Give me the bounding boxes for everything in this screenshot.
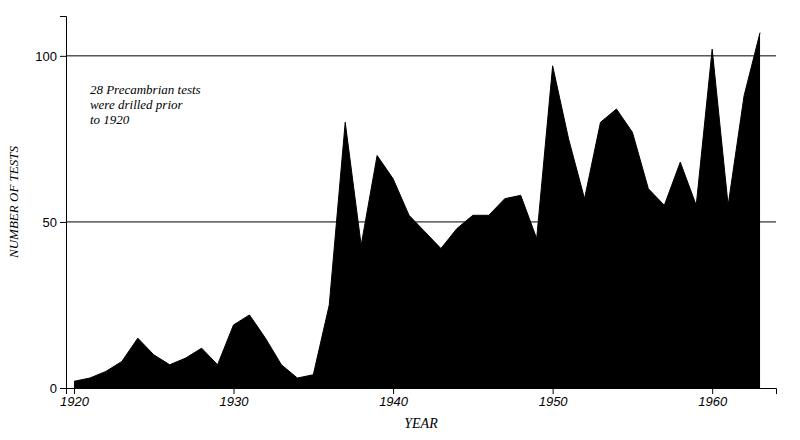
y-tick: 50 [43, 215, 66, 230]
y-tick: 100 [35, 49, 66, 64]
marks [66, 33, 776, 388]
x-tick-label: 1960 [698, 394, 728, 409]
x-axis: 1920 1930 1940 1950 1960 [60, 388, 776, 409]
chart: 1920 1930 1940 1950 1960 0 50 100 YEAR NUMBER OF … [0, 0, 800, 440]
x-tick-label: 1940 [379, 394, 409, 409]
y-tick: 0 [50, 381, 66, 396]
x-tick: 1930 [220, 388, 250, 409]
reference-line [66, 55, 776, 56]
y-tick-mark [60, 56, 66, 57]
x-tick-label: 1920 [60, 394, 90, 409]
x-tick-mark [234, 388, 235, 394]
x-tick-mark [553, 388, 554, 394]
annotation: 28 Precambrian testswere drilled priorto… [90, 82, 201, 127]
area [74, 33, 760, 388]
x-tick-mark [712, 388, 713, 394]
y-tick-mark [60, 388, 66, 389]
y-tick-mark [60, 222, 66, 223]
y-axis: 0 50 100 [35, 17, 66, 396]
x-tick: 1960 [698, 388, 728, 409]
y-tick-label: 50 [43, 215, 57, 230]
x-axis-title: YEAR [404, 416, 438, 431]
x-tick: 1920 [60, 388, 90, 409]
x-tick-label: 1950 [539, 394, 569, 409]
y-tick-label: 100 [35, 49, 57, 64]
y-axis-title: NUMBER OF TESTS [6, 146, 21, 259]
x-tick-mark [393, 388, 394, 394]
x-tick-mark [74, 388, 75, 394]
y-axis-line [60, 17, 67, 389]
reference-line [66, 221, 776, 222]
line [74, 33, 760, 382]
x-tick-label: 1930 [220, 394, 250, 409]
y-tick-label: 0 [50, 381, 57, 396]
x-tick: 1950 [539, 388, 569, 409]
x-axis-line [67, 389, 777, 395]
x-tick: 1940 [379, 388, 409, 409]
plot: 1920 1930 1940 1950 1960 0 50 100 YEAR NUMBER OF … [6, 17, 777, 432]
